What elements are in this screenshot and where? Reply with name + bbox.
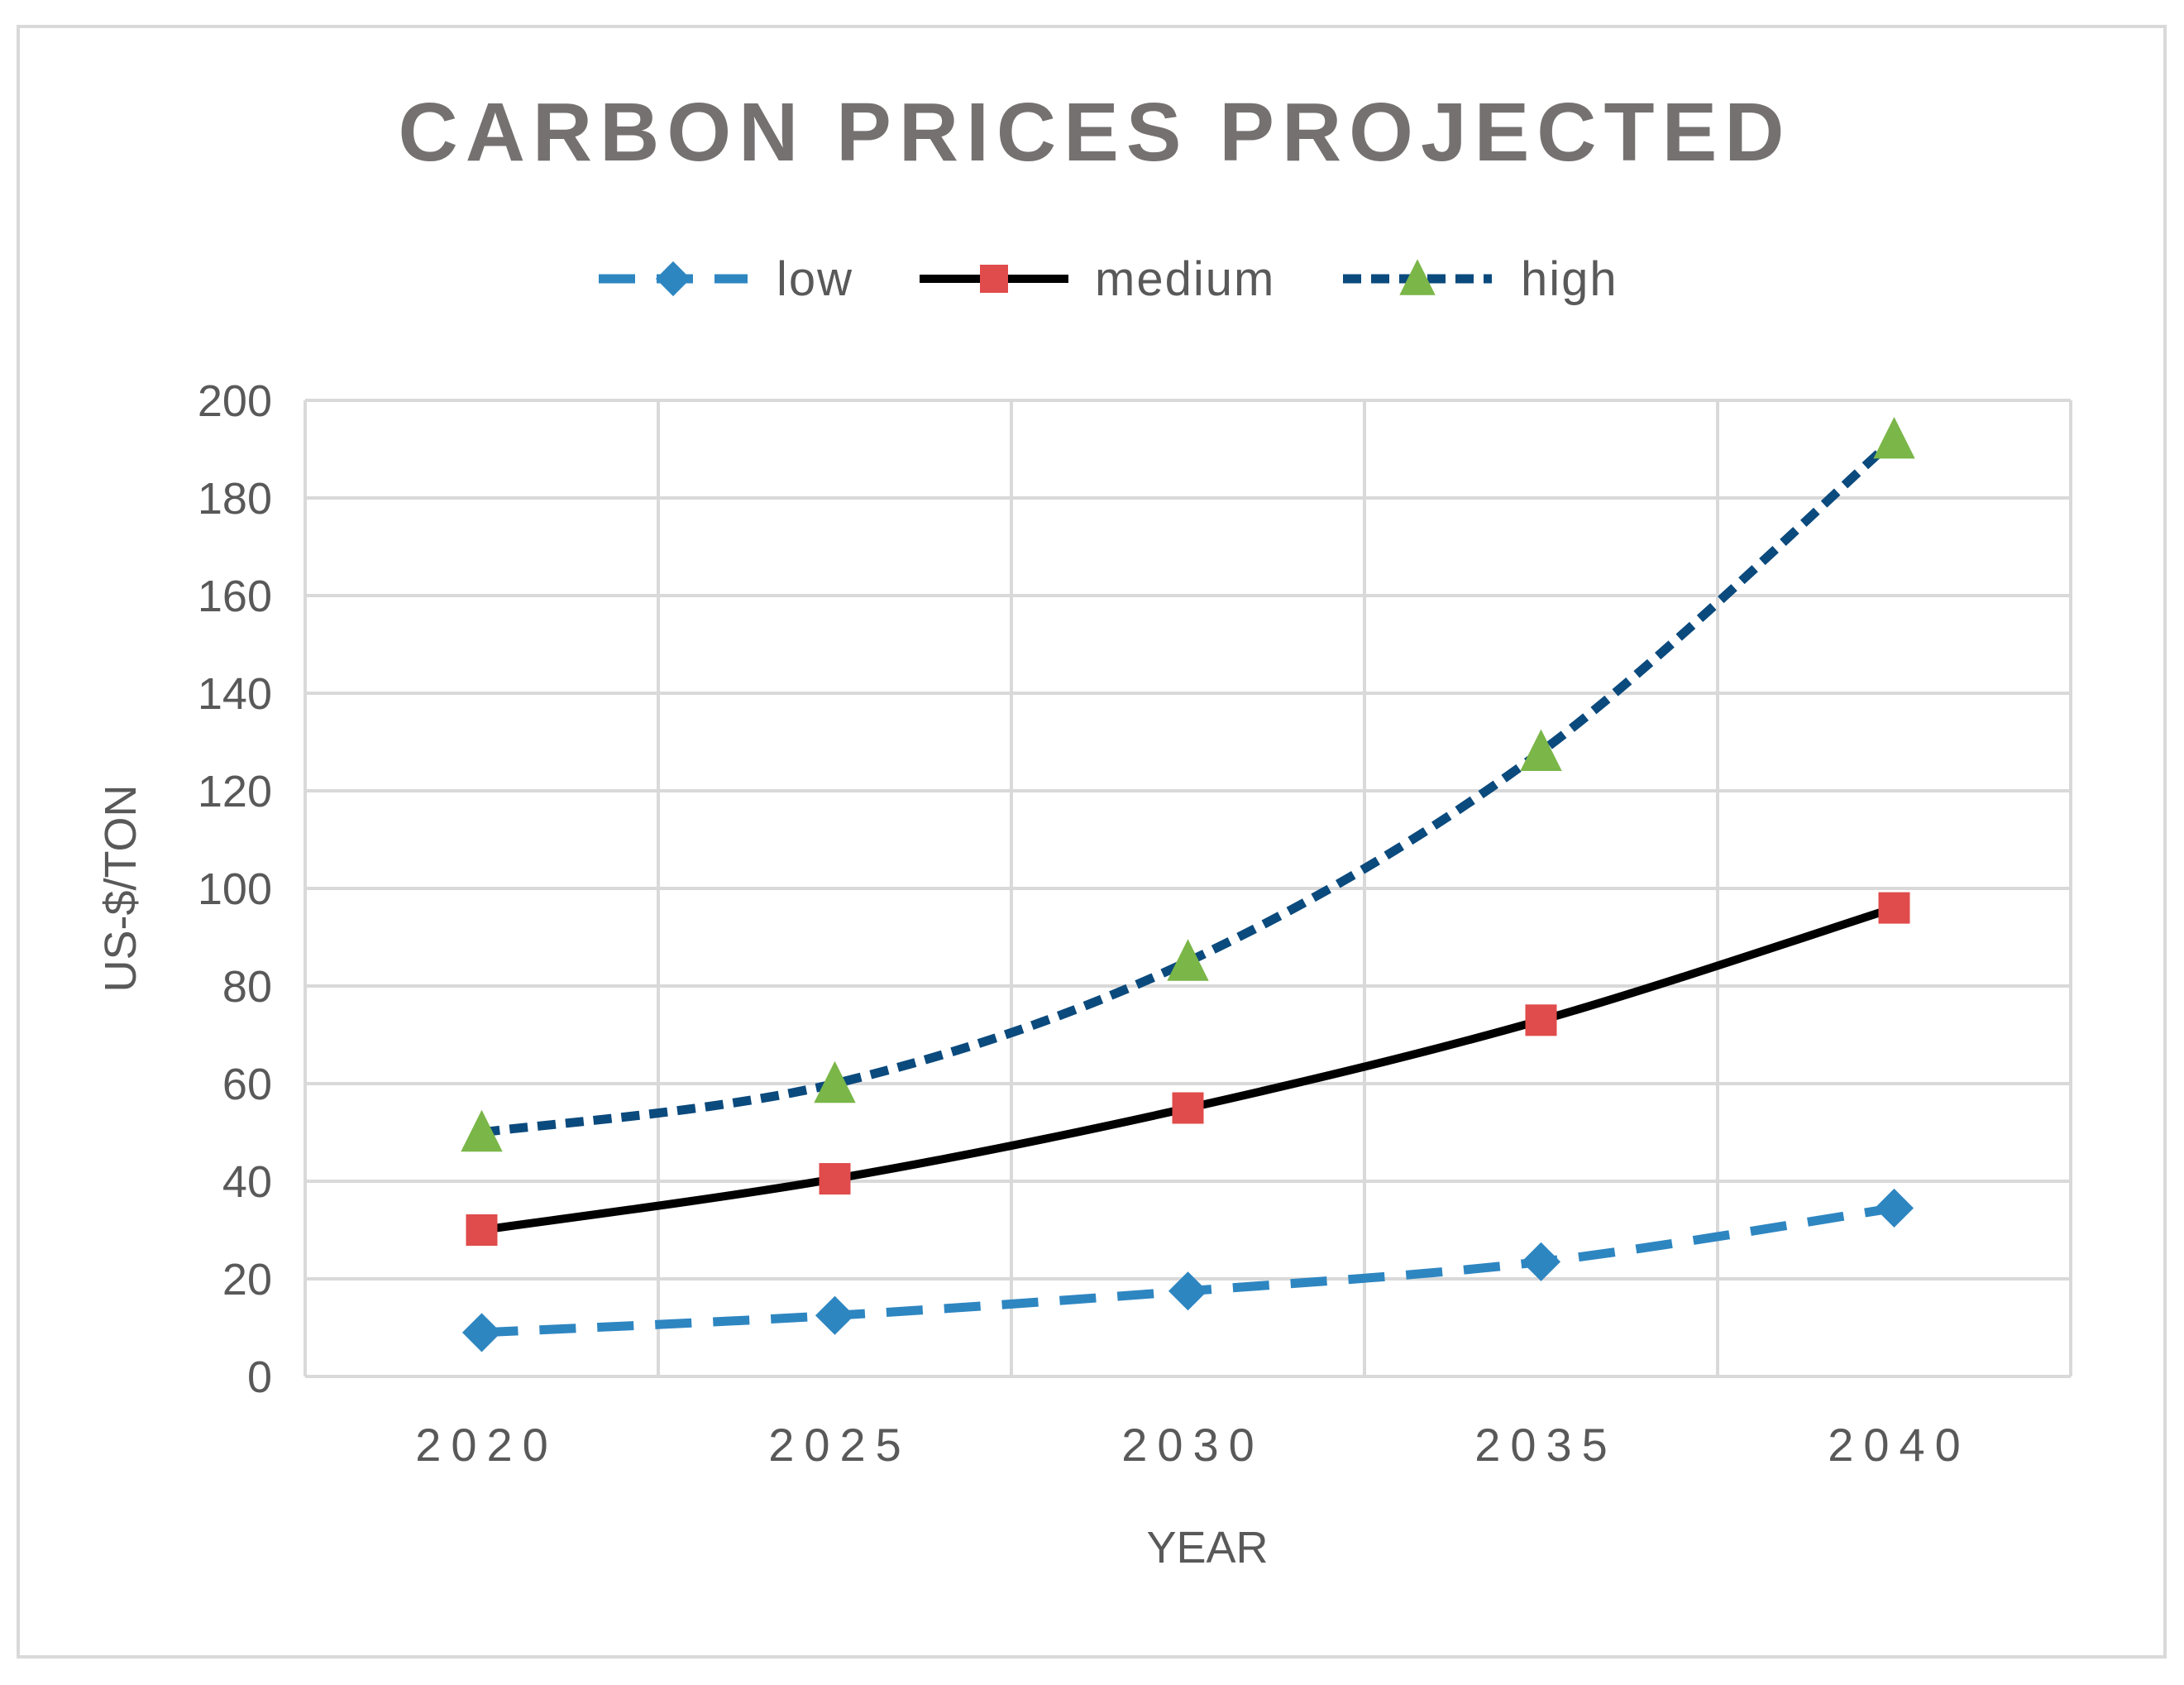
y-tick-label: 0 — [247, 1352, 272, 1402]
point-low-2030 — [1168, 1271, 1208, 1311]
legend-marker-low — [655, 261, 691, 297]
legend-label-medium: medium — [1095, 252, 1275, 306]
x-axis-ticks: 2020 2025 2030 2035 2040 — [415, 1419, 1971, 1471]
series-lines — [480, 436, 1898, 1338]
y-tick-label: 120 — [198, 767, 272, 816]
point-medium-2040 — [1878, 892, 1910, 924]
legend-label-high: high — [1521, 252, 1618, 306]
gridlines — [303, 399, 2072, 1378]
point-low-2025 — [815, 1295, 855, 1335]
y-tick-label: 40 — [222, 1157, 272, 1207]
point-high-2040 — [1873, 417, 1915, 459]
y-tick-label: 140 — [198, 669, 272, 719]
x-tick-label: 2040 — [1828, 1419, 1971, 1471]
point-medium-2030 — [1172, 1092, 1204, 1124]
point-high-2020 — [461, 1109, 503, 1152]
series-markers — [461, 417, 1915, 1352]
x-tick-label: 2025 — [768, 1419, 911, 1471]
point-low-2035 — [1521, 1242, 1561, 1281]
point-high-2025 — [814, 1060, 856, 1103]
y-tick-label: 80 — [222, 962, 272, 1012]
point-high-2030 — [1167, 939, 1209, 981]
chart-title: CARBON PRICES PROJECTED — [399, 86, 1792, 179]
y-tick-label: 100 — [198, 864, 272, 914]
legend: low medium high — [599, 252, 1618, 306]
chart-frame: CARBON PRICES PROJECTED low medium high 0 2… — [17, 25, 2167, 1659]
y-tick-label: 20 — [222, 1255, 272, 1304]
y-tick-label: 60 — [222, 1060, 272, 1109]
legend-marker-medium — [980, 265, 1008, 293]
y-tick-label: 160 — [198, 572, 272, 621]
y-axis-label: US-$/TON — [96, 784, 146, 992]
x-tick-label: 2035 — [1474, 1419, 1618, 1471]
y-tick-label: 180 — [198, 474, 272, 524]
point-medium-2020 — [466, 1214, 498, 1246]
x-tick-label: 2030 — [1121, 1419, 1264, 1471]
y-axis-ticks: 0 20 40 60 80 100 120 140 160 180 200 — [198, 376, 272, 1402]
point-high-2035 — [1520, 729, 1562, 771]
series-line-low — [481, 1204, 1895, 1338]
point-low-2040 — [1874, 1188, 1914, 1228]
point-low-2020 — [461, 1313, 502, 1352]
y-tick-label: 200 — [198, 376, 272, 426]
series-line-high — [480, 436, 1898, 1137]
x-tick-label: 2020 — [415, 1419, 558, 1471]
point-medium-2025 — [819, 1163, 851, 1195]
x-axis-label: YEAR — [1146, 1523, 1268, 1573]
chart-svg: CARBON PRICES PROJECTED low medium high 0 2… — [96, 86, 2072, 1573]
point-medium-2035 — [1525, 1004, 1557, 1036]
legend-marker-high — [1399, 259, 1436, 295]
legend-label-low: low — [777, 252, 853, 306]
